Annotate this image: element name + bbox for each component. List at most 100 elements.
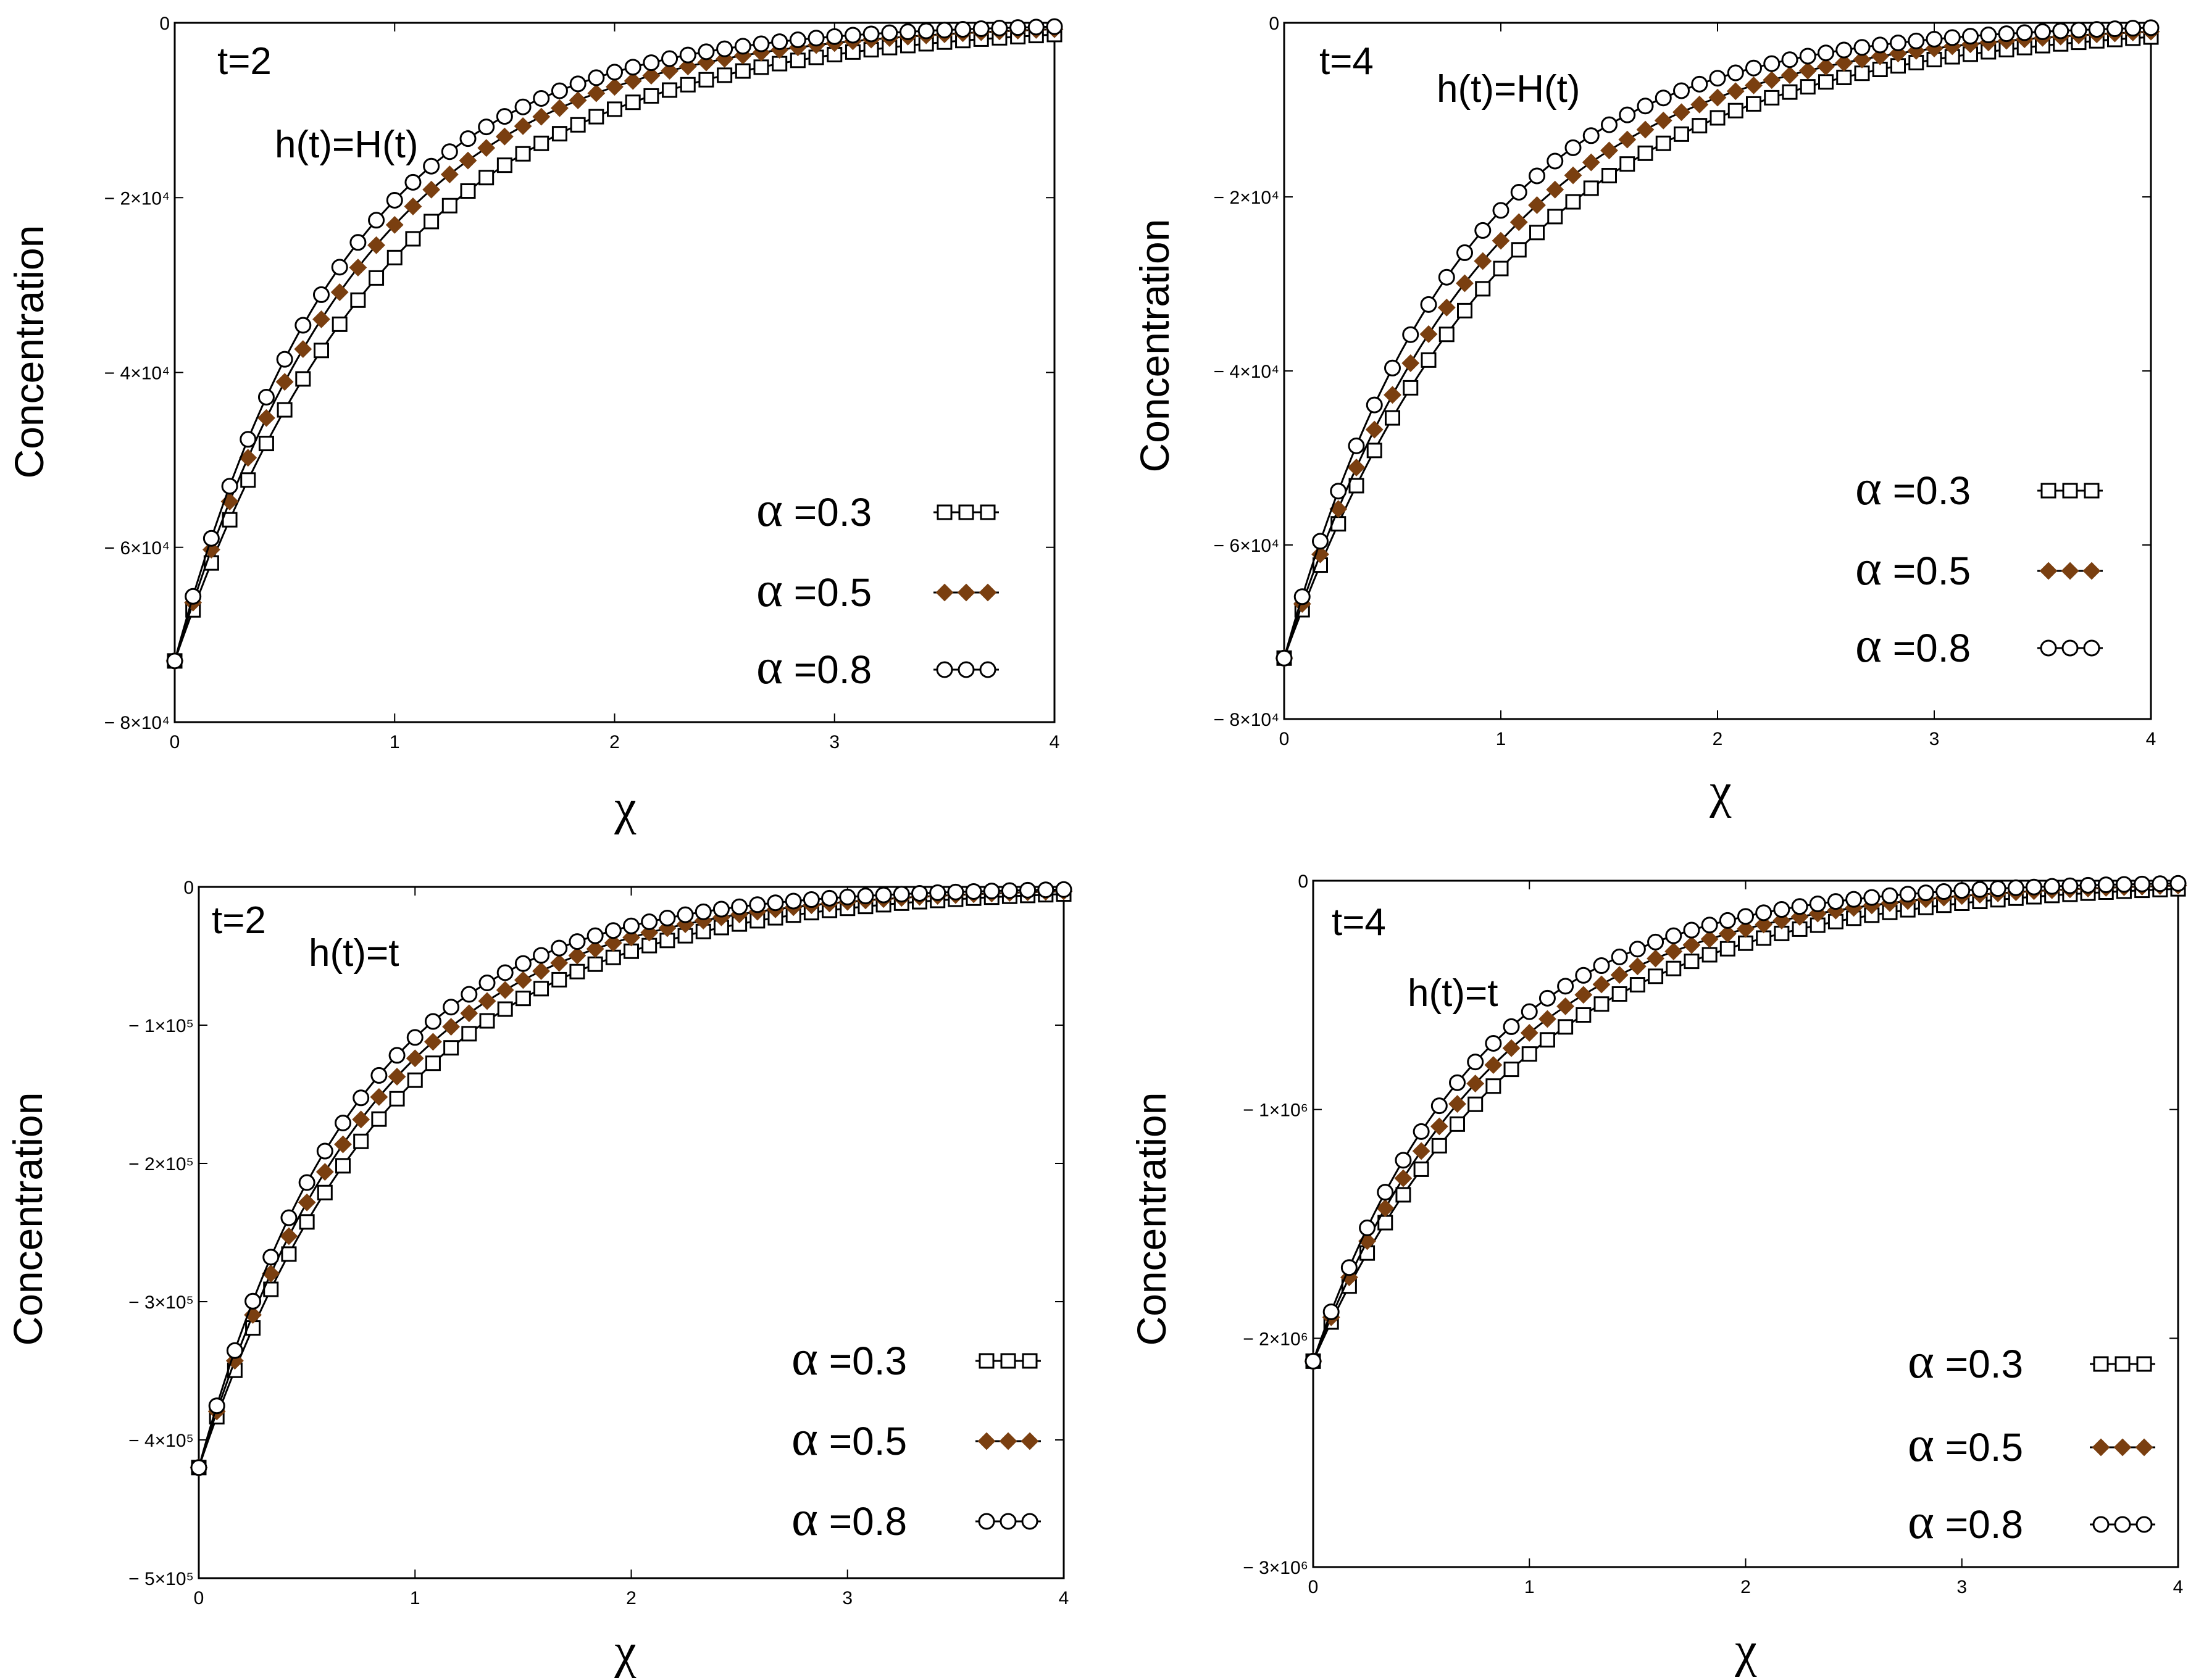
- data-point-circle: [1953, 882, 1971, 899]
- data-point-square: [1576, 1007, 1592, 1023]
- data-point-filled-diamond: [1798, 62, 1817, 80]
- data-point-square: [1637, 145, 1653, 161]
- data-point-square: [1655, 135, 1671, 151]
- data-point-circle: [911, 884, 928, 902]
- data-point-filled-diamond: [587, 84, 606, 102]
- data-point-filled-diamond: [460, 1004, 478, 1023]
- time-annotation: t=4: [1319, 40, 1374, 83]
- data-point-filled-diamond: [298, 1193, 316, 1212]
- legend-marker-filled-diamond: [935, 583, 954, 602]
- data-point-circle: [1027, 19, 1045, 36]
- data-point-circle: [388, 1047, 406, 1064]
- data-point-circle: [771, 33, 788, 51]
- data-point-circle: [1413, 1123, 1430, 1140]
- legend-marker-filled-diamond: [2039, 562, 2058, 580]
- data-point-circle: [917, 22, 935, 40]
- data-point-filled-diamond: [1556, 997, 1575, 1015]
- y-tick-label: − 1×10⁶: [1243, 1100, 1308, 1121]
- data-point-filled-diamond: [1365, 420, 1384, 439]
- data-point-square: [1619, 156, 1635, 172]
- data-point-circle: [478, 975, 496, 992]
- data-point-circle: [1322, 1303, 1340, 1320]
- data-point-filled-diamond: [1456, 274, 1474, 293]
- data-point-circle: [424, 1013, 441, 1030]
- data-point-circle: [1998, 25, 2015, 43]
- data-point-circle: [1384, 359, 1401, 376]
- data-point-filled-diamond: [1401, 354, 1420, 372]
- data-point-filled-diamond: [330, 283, 349, 301]
- data-point-circle: [1835, 41, 1853, 59]
- data-point-filled-diamond: [334, 1135, 352, 1154]
- data-point-filled-diamond: [1347, 459, 1366, 476]
- h-annotation: h(t)=t: [1408, 972, 1498, 1015]
- data-point-circle: [316, 1142, 333, 1160]
- x-tick-label: 0: [194, 1588, 204, 1608]
- data-point-square: [1764, 89, 1780, 106]
- legend-label: α =0.3: [1855, 459, 1971, 515]
- legend-marker-filled-diamond: [999, 1432, 1017, 1450]
- data-point-circle: [803, 891, 820, 909]
- data-point-circle: [991, 20, 1008, 37]
- data-point-circle: [1564, 139, 1582, 156]
- data-point-circle: [406, 1029, 424, 1046]
- data-point-circle: [1601, 116, 1618, 133]
- legend-marker-square: [980, 504, 996, 520]
- data-point-circle: [551, 82, 568, 99]
- data-point-square: [1648, 968, 1664, 984]
- data-point-circle: [2026, 878, 2042, 896]
- data-point-filled-diamond: [1538, 1010, 1556, 1028]
- data-point-filled-diamond: [478, 992, 496, 1010]
- series-line-1: [198, 893, 1064, 1468]
- data-point-filled-diamond: [1564, 166, 1582, 185]
- data-point-circle: [1557, 978, 1574, 995]
- data-point-filled-diamond: [624, 72, 642, 90]
- data-point-square: [1348, 478, 1364, 494]
- data-point-filled-diamond: [257, 409, 275, 427]
- x-tick-label: 2: [1740, 1577, 1751, 1597]
- data-point-filled-diamond: [1430, 1117, 1448, 1136]
- data-point-square: [350, 292, 366, 308]
- data-point-circle: [1348, 437, 1365, 454]
- data-point-square: [1457, 302, 1472, 318]
- data-point-square: [1450, 1116, 1465, 1132]
- x-tick-label: 0: [1279, 729, 1290, 749]
- series-line-3: [198, 888, 1064, 1468]
- legend-marker-circle: [2092, 1516, 2110, 1533]
- data-point-square: [386, 249, 403, 265]
- data-point-square: [1611, 986, 1627, 1002]
- data-point-square: [1395, 1187, 1411, 1203]
- data-point-filled-diamond: [349, 259, 367, 277]
- data-point-filled-diamond: [1412, 1142, 1430, 1160]
- legend-marker-square: [2115, 1356, 2131, 1372]
- data-point-filled-diamond: [1737, 920, 1755, 938]
- data-point-square: [1674, 126, 1689, 142]
- data-point-square: [533, 981, 549, 997]
- data-point-circle: [443, 999, 460, 1016]
- data-point-square: [425, 1055, 441, 1071]
- data-point-filled-diamond: [568, 946, 587, 965]
- y-tick-label: − 4×10⁴: [1214, 362, 1279, 382]
- data-point-square: [1727, 102, 1743, 119]
- data-point-filled-diamond: [514, 117, 532, 135]
- x-tick-label: 3: [842, 1588, 853, 1608]
- data-point-filled-diamond: [459, 151, 477, 170]
- data-point-square: [1601, 168, 1617, 184]
- data-point-circle: [789, 31, 806, 49]
- data-point-filled-diamond: [1871, 47, 1889, 65]
- data-point-circle: [698, 43, 715, 60]
- data-point-circle: [641, 913, 658, 930]
- data-point-square: [515, 146, 531, 162]
- data-point-circle: [2152, 875, 2169, 892]
- data-point-filled-diamond: [404, 198, 422, 215]
- data-point-circle: [606, 64, 623, 81]
- data-point-square: [1818, 74, 1834, 90]
- data-point-circle: [1593, 957, 1610, 975]
- data-point-circle: [2070, 22, 2087, 39]
- data-point-circle: [2134, 875, 2151, 892]
- y-axis-label: Concentration: [1129, 1092, 1174, 1346]
- data-point-square: [1421, 352, 1437, 368]
- data-point-circle: [1737, 908, 1754, 925]
- data-point-circle: [2016, 24, 2033, 41]
- data-point-filled-diamond: [1509, 213, 1528, 231]
- data-point-filled-diamond: [312, 310, 330, 328]
